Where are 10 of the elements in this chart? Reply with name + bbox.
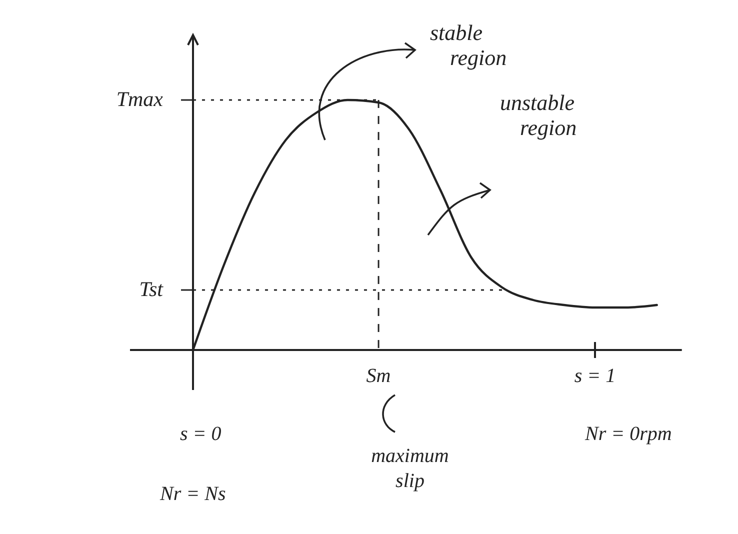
- x-tick-label: Sm: [366, 365, 391, 387]
- ref-line-label: Tmax: [116, 87, 164, 111]
- text: Nr = 0rpm: [584, 423, 672, 445]
- x-tick-label: s = 1: [574, 365, 616, 387]
- annotation: unstable region: [500, 90, 577, 140]
- text: s = 0: [180, 423, 222, 445]
- text: maximum slip: [371, 445, 449, 492]
- text: Nr = Ns: [159, 483, 226, 505]
- text: stable region: [430, 20, 507, 70]
- ref-line-label: Tst: [139, 277, 164, 301]
